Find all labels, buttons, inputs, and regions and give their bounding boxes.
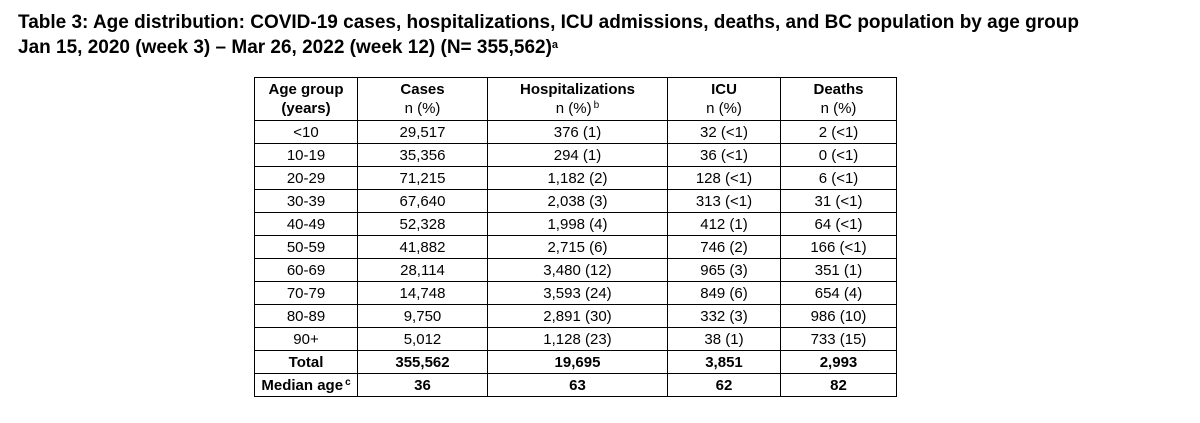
cell-hospitalizations: 376 (1) [487,120,668,144]
table-row: 50-59 41,882 2,715 (6) 746 (2) 166 (<1) [254,235,897,259]
cell-age-group: 90+ [254,327,358,351]
cell-deaths: 0 (<1) [780,143,897,167]
cell-icu: 965 (3) [667,258,781,282]
cell-cases: 71,215 [357,166,488,190]
header-deaths-label: Deaths [813,81,864,98]
cell-age-group: 80-89 [254,304,358,328]
median-age-icu: 62 [667,373,781,397]
table-title: Table 3: Age distribution: COVID-19 case… [18,10,1188,60]
age-distribution-table: Age group (years) Cases n (%) Hospitaliz… [254,77,897,397]
cell-hospitalizations: 3,593 (24) [487,281,668,305]
cell-icu: 313 (<1) [667,189,781,213]
cell-deaths: 733 (15) [780,327,897,351]
cell-age-group: 10-19 [254,143,358,167]
header-age-group: Age group (years) [254,77,358,121]
table-row: 40-49 52,328 1,998 (4) 412 (1) 64 (<1) [254,212,897,236]
median-age-hospitalizations: 63 [487,373,668,397]
median-age-cases: 36 [357,373,488,397]
cell-cases: 14,748 [357,281,488,305]
header-deaths: Deaths n (%) [780,77,897,121]
total-cases: 355,562 [357,350,488,374]
cell-deaths: 654 (4) [780,281,897,305]
table-row: 20-29 71,215 1,182 (2) 128 (<1) 6 (<1) [254,166,897,190]
header-cases-label: Cases [400,81,445,98]
cell-age-group: 70-79 [254,281,358,305]
cell-cases: 67,640 [357,189,488,213]
header-row: Age group (years) Cases n (%) Hospitaliz… [254,77,897,121]
cell-icu: 849 (6) [667,281,781,305]
header-hospitalizations-label: Hospitalizations [519,81,635,98]
cell-cases: 35,356 [357,143,488,167]
median-age-row: Median age c 36 63 62 82 [254,373,897,397]
cell-cases: 9,750 [357,304,488,328]
cell-icu: 32 (<1) [667,120,781,144]
header-icu: ICU n (%) [667,77,781,121]
cell-icu: 746 (2) [667,235,781,259]
table-row: 60-69 28,114 3,480 (12) 965 (3) 351 (1) [254,258,897,282]
cell-icu: 412 (1) [667,212,781,236]
cell-icu: 332 (3) [667,304,781,328]
title-footnote-marker: a [551,39,559,51]
cell-cases: 5,012 [357,327,488,351]
table-body: <10 29,517 376 (1) 32 (<1) 2 (<1) 10-19 35,356… [254,120,897,397]
header-icu-label: ICU [711,81,737,98]
table-row: 80-89 9,750 2,891 (30) 332 (3) 986 (10) [254,304,897,328]
total-row: Total 355,562 19,695 3,851 2,993 [254,350,897,374]
cell-age-group: <10 [254,120,358,144]
cell-cases: 52,328 [357,212,488,236]
cell-icu: 128 (<1) [667,166,781,190]
table-row: 90+ 5,012 1,128 (23) 38 (1) 733 (15) [254,327,897,351]
header-hospitalizations-unit: n (%) b [488,99,667,118]
cell-hospitalizations: 1,998 (4) [487,212,668,236]
total-hospitalizations: 19,695 [487,350,668,374]
cell-deaths: 2 (<1) [780,120,897,144]
cell-cases: 28,114 [357,258,488,282]
median-age-deaths: 82 [780,373,897,397]
cell-hospitalizations: 2,891 (30) [487,304,668,328]
total-deaths: 2,993 [780,350,897,374]
table-row: 70-79 14,748 3,593 (24) 849 (6) 654 (4) [254,281,897,305]
median-age-label: Median age c [254,373,358,397]
table-row: 30-39 67,640 2,038 (3) 313 (<1) 31 (<1) [254,189,897,213]
cell-deaths: 64 (<1) [780,212,897,236]
cell-icu: 38 (1) [667,327,781,351]
cell-age-group: 20-29 [254,166,358,190]
total-label: Total [254,350,358,374]
header-age-group-label: Age group [268,81,344,98]
cell-age-group: 40-49 [254,212,358,236]
header-age-group-unit: (years) [281,100,331,117]
header-hospitalizations: Hospitalizations n (%) b [487,77,668,121]
cell-age-group: 60-69 [254,258,358,282]
cell-deaths: 351 (1) [780,258,897,282]
title-line-1: Table 3: Age distribution: COVID-19 case… [18,12,1079,33]
cell-hospitalizations: 294 (1) [487,143,668,167]
cell-cases: 29,517 [357,120,488,144]
title-line-2-text: Jan 15, 2020 (week 3) – Mar 26, 2022 (we… [18,37,552,58]
header-deaths-unit: n (%) [820,100,857,117]
title-line-2: Jan 15, 2020 (week 3) – Mar 26, 2022 (we… [18,35,1188,60]
cell-cases: 41,882 [357,235,488,259]
median-age-footnote-marker: c [345,376,351,388]
table-row: 10-19 35,356 294 (1) 36 (<1) 0 (<1) [254,143,897,167]
table-row: <10 29,517 376 (1) 32 (<1) 2 (<1) [254,120,897,144]
header-cases: Cases n (%) [357,77,488,121]
cell-hospitalizations: 1,128 (23) [487,327,668,351]
cell-deaths: 166 (<1) [780,235,897,259]
cell-icu: 36 (<1) [667,143,781,167]
cell-hospitalizations: 2,038 (3) [487,189,668,213]
header-icu-unit: n (%) [706,100,742,117]
median-age-label-text: Median age [261,376,344,394]
total-icu: 3,851 [667,350,781,374]
cell-hospitalizations: 3,480 (12) [487,258,668,282]
header-hospitalizations-footnote-marker: b [593,100,600,111]
cell-deaths: 986 (10) [780,304,897,328]
cell-age-group: 30-39 [254,189,358,213]
cell-hospitalizations: 2,715 (6) [487,235,668,259]
cell-hospitalizations: 1,182 (2) [487,166,668,190]
cell-deaths: 6 (<1) [780,166,897,190]
header-cases-unit: n (%) [404,100,441,117]
cell-age-group: 50-59 [254,235,358,259]
header-hospitalizations-unit-text: n (%) [555,100,592,117]
cell-deaths: 31 (<1) [780,189,897,213]
